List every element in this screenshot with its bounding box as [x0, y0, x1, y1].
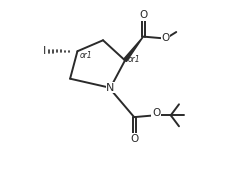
Text: O: O	[130, 134, 138, 143]
Text: or1: or1	[128, 55, 140, 64]
Polygon shape	[124, 37, 143, 61]
Text: or1: or1	[79, 51, 92, 60]
Text: N: N	[106, 83, 114, 93]
Text: I: I	[42, 46, 46, 56]
Text: O: O	[161, 33, 170, 42]
Text: O: O	[139, 10, 147, 20]
Text: O: O	[152, 108, 160, 118]
